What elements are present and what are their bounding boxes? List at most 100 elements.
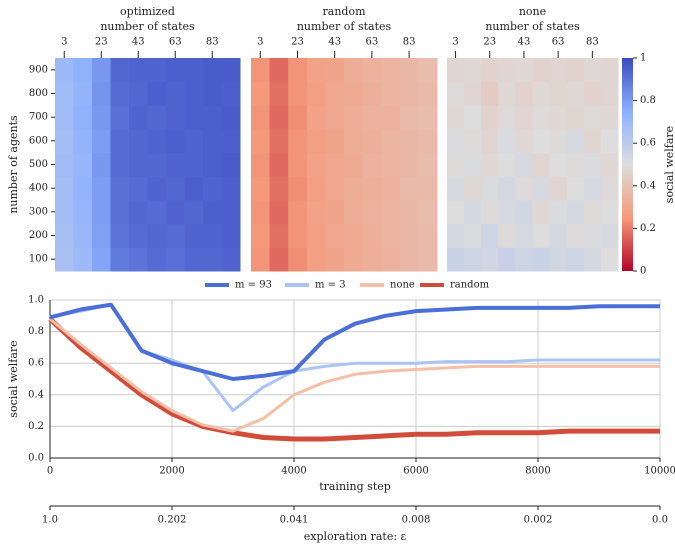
heatmap-cell xyxy=(92,176,111,201)
heatmap-cell xyxy=(147,152,167,177)
colorbar-tick-label: 0 xyxy=(640,266,646,277)
heatmap-cell xyxy=(288,81,308,106)
heatmap-cell xyxy=(344,81,364,106)
heatmap-cell xyxy=(55,200,74,225)
heatmap-cell xyxy=(362,152,382,177)
heatmap-cell xyxy=(269,129,289,154)
heatmap-cell xyxy=(344,129,364,154)
x-tick-label: 83 xyxy=(403,37,416,48)
x2-axis-label: exploration rate: ε xyxy=(304,530,407,543)
heatmap-cell xyxy=(447,81,465,106)
x-tick-label: 43 xyxy=(328,37,341,48)
colorbar-tick-label: 0.6 xyxy=(640,138,656,149)
heatmap-cell xyxy=(306,105,326,130)
heatmap-cell xyxy=(399,200,419,225)
heatmap-cell xyxy=(184,129,204,154)
heatmap-cell xyxy=(251,223,271,248)
heatmap-cell xyxy=(549,129,568,154)
x-tick-label: 4000 xyxy=(281,466,306,477)
heatmap-cell xyxy=(362,81,382,106)
heatmap-cell xyxy=(447,247,465,272)
heatmap-cell xyxy=(515,223,533,248)
heatmap-cell xyxy=(251,152,271,177)
heatmap-cell xyxy=(110,223,130,248)
heatmap-cell xyxy=(532,176,551,201)
heatmap-cell xyxy=(73,81,93,106)
heatmap-cell xyxy=(600,81,619,106)
heatmap-cell xyxy=(362,105,382,130)
y-axis-label: number of agents xyxy=(7,115,20,214)
heatmap-cell xyxy=(221,58,241,83)
heatmap-cell xyxy=(532,152,551,177)
y-tick-label: 200 xyxy=(29,230,48,241)
y-tick-label: 0.6 xyxy=(28,358,44,369)
heatmap-cell xyxy=(306,176,326,201)
heatmap-cell xyxy=(344,105,364,130)
x2-tick-label: 0.002 xyxy=(524,515,553,526)
y-tick-label: 100 xyxy=(29,254,48,265)
x-tick-label: 3 xyxy=(61,37,67,48)
heatmap-cell xyxy=(55,58,74,83)
heatmap-cell xyxy=(600,223,619,248)
heatmap-cell xyxy=(203,129,222,154)
colorbar-tick-label: 1 xyxy=(640,53,646,64)
heatmap-cell xyxy=(92,223,111,248)
heatmap-cell xyxy=(325,152,345,177)
colorbar-tick-label: 0.8 xyxy=(640,95,656,106)
x-tick-label: 8000 xyxy=(525,466,550,477)
heatmap-cell xyxy=(325,223,345,248)
line-series xyxy=(49,317,660,433)
heatmap-cell xyxy=(515,176,533,201)
heatmap-cell xyxy=(362,247,382,272)
heatmap-cell xyxy=(55,129,74,154)
heatmap-cell xyxy=(566,223,585,248)
heatmap-cell xyxy=(288,247,308,272)
heatmap-cell xyxy=(498,223,516,248)
x2-tick-label: 0.0 xyxy=(652,515,668,526)
heatmap-cell xyxy=(110,58,130,83)
heatmap-cell xyxy=(481,247,499,272)
panel-title: optimized xyxy=(120,5,175,18)
heatmap-cell xyxy=(381,105,401,130)
heatmap-cell xyxy=(399,129,419,154)
heatmap-cell xyxy=(344,176,364,201)
line-series xyxy=(49,302,660,381)
heatmap-cell xyxy=(147,200,167,225)
heatmap-cell xyxy=(583,223,602,248)
heatmap-cell xyxy=(73,58,93,83)
heatmap-cell xyxy=(55,105,74,130)
heatmap-cell xyxy=(147,58,167,83)
x-axis-label: number of states xyxy=(100,20,195,33)
x-tick-label: 43 xyxy=(518,37,531,48)
heatmap-cell xyxy=(203,247,222,272)
x-tick-label: 83 xyxy=(206,37,219,48)
y-tick-label: 0.2 xyxy=(28,421,44,432)
heatmap-cell xyxy=(583,129,602,154)
heatmap-cell xyxy=(288,176,308,201)
heatmap-cell xyxy=(381,129,401,154)
heatmap-cell xyxy=(55,152,74,177)
heatmap-cell xyxy=(288,58,308,83)
x2-tick-label: 0.008 xyxy=(402,515,431,526)
heatmap-cell xyxy=(381,247,401,272)
heatmap-cell xyxy=(269,152,289,177)
heatmap-cell xyxy=(447,176,465,201)
x-tick-label: 83 xyxy=(586,37,599,48)
heatmap-cell xyxy=(447,129,465,154)
heatmap-cell xyxy=(221,200,241,225)
heatmap-cell xyxy=(288,223,308,248)
heatmap-cell xyxy=(600,200,619,225)
heatmap-cell xyxy=(447,223,465,248)
heatmap-cell xyxy=(344,223,364,248)
heatmap-cell xyxy=(381,176,401,201)
heatmap-cell xyxy=(110,200,130,225)
heatmap-cell xyxy=(381,58,401,83)
y-tick-label: 600 xyxy=(29,135,48,146)
heatmap-cell xyxy=(269,176,289,201)
heatmap-cell xyxy=(221,176,241,201)
heatmap-cell xyxy=(166,223,185,248)
heatmap-cell xyxy=(184,247,204,272)
panel-title: random xyxy=(323,5,367,18)
heatmap-cell xyxy=(251,81,271,106)
heatmap-cell xyxy=(306,223,326,248)
